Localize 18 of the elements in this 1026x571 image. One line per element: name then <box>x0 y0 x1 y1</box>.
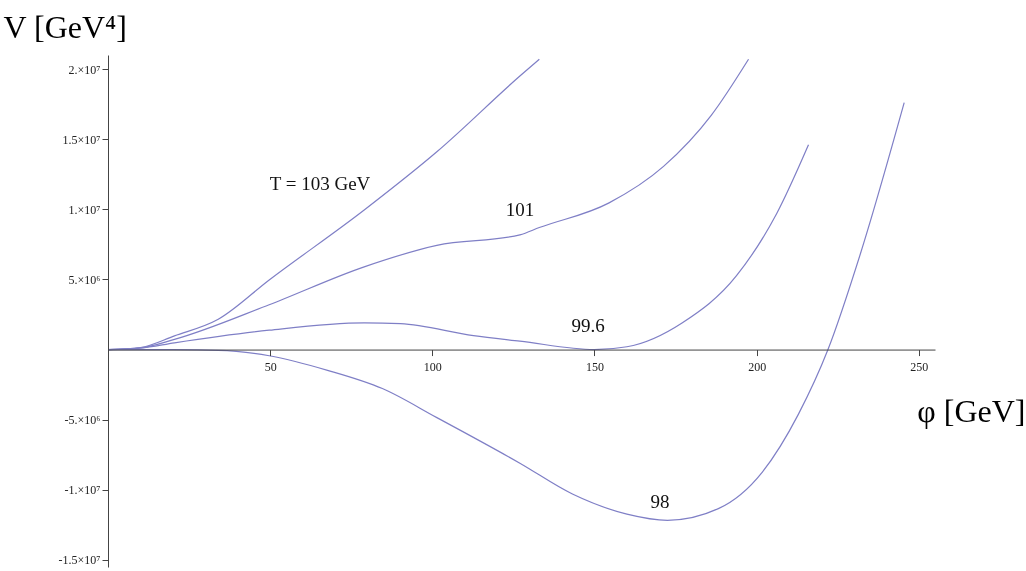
y-tick-label: 1.×10⁷ <box>68 202 101 217</box>
y-tick-label: 1.5×10⁷ <box>62 132 101 147</box>
y-tick-label: -1.5×10⁷ <box>58 553 101 568</box>
x-tick-label: 250 <box>910 360 929 375</box>
annotation: 101 <box>505 199 535 220</box>
annotation: 98 <box>650 491 670 512</box>
y-tick-label: 2.×10⁷ <box>68 62 101 77</box>
x-tick-label: 50 <box>264 360 277 375</box>
x-tick-label: 200 <box>748 360 767 375</box>
y-tick-label: -5.×10⁶ <box>64 413 101 428</box>
y-axis-title: V [GeV⁴] <box>3 8 127 45</box>
annotation: 99.6 <box>571 315 605 336</box>
x-axis-title: φ [GeV] <box>917 393 1026 430</box>
y-tick-label: -1.×10⁷ <box>64 483 101 498</box>
x-tick-label: 100 <box>423 360 442 375</box>
annotation: T = 103 GeV <box>269 173 371 194</box>
y-tick-label: 5.×10⁶ <box>68 272 101 287</box>
x-tick-label: 150 <box>585 360 604 375</box>
